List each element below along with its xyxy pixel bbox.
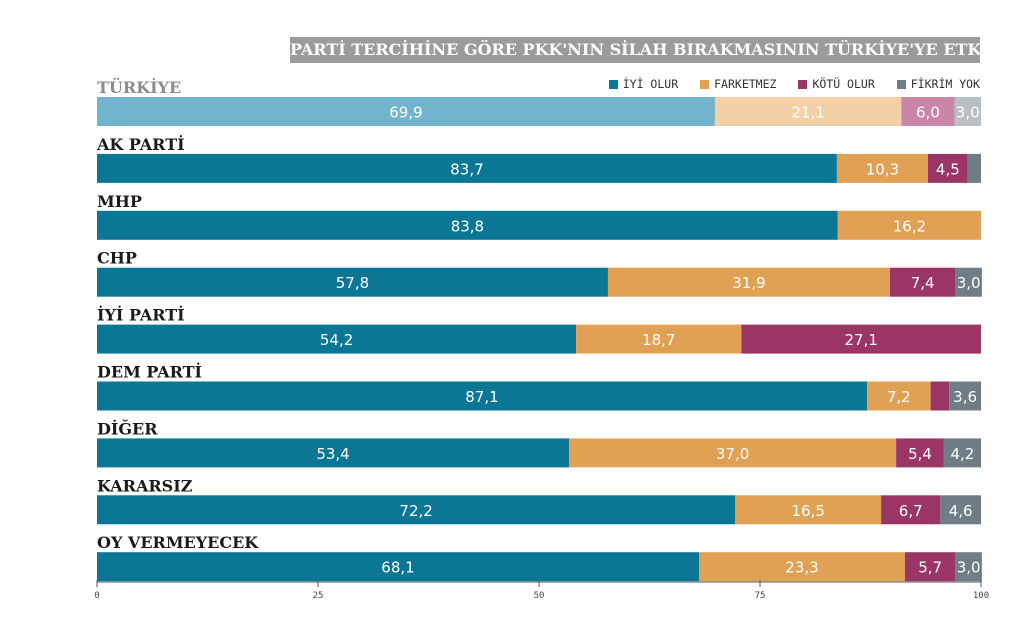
data-label: 6,7 xyxy=(899,502,923,520)
data-label: 7,2 xyxy=(887,388,911,406)
bar-segment xyxy=(714,97,902,126)
bar-segment xyxy=(943,438,981,468)
category-label: DEM PARTİ xyxy=(97,362,202,382)
data-label: 16,5 xyxy=(791,502,824,520)
data-label: 53,4 xyxy=(316,445,349,463)
data-label: 10,3 xyxy=(866,160,899,178)
data-label: 4,5 xyxy=(936,160,960,178)
legend-label-farketmez: FARKETMEZ xyxy=(714,77,777,91)
legend-swatch-iyi-olur xyxy=(608,79,618,89)
x-tick-label: 0 xyxy=(94,591,99,601)
bar-segment xyxy=(97,210,838,240)
bar-segment xyxy=(866,381,931,411)
data-label: 3,0 xyxy=(957,274,981,292)
data-label: 37,0 xyxy=(716,445,749,463)
bar-segment xyxy=(837,210,981,240)
data-label: 72,2 xyxy=(399,502,432,520)
bar-segment xyxy=(699,552,905,582)
bar-segment xyxy=(97,153,837,183)
bar-segment xyxy=(735,495,882,525)
category-label: AK PARTİ xyxy=(96,134,185,154)
legend-item-iyi-olur: İYİ OLUR xyxy=(608,77,679,91)
bar-segment xyxy=(940,495,981,525)
data-label: 16,2 xyxy=(893,217,926,235)
x-tick-label: 100 xyxy=(973,591,989,601)
data-label: 83,8 xyxy=(451,217,484,235)
data-label: 4,2 xyxy=(951,445,975,463)
data-label: 54,2 xyxy=(320,331,353,349)
bar-segment xyxy=(949,381,981,411)
bar-segment xyxy=(881,495,941,525)
data-label: 23,3 xyxy=(785,559,818,577)
data-label: 83,7 xyxy=(450,160,483,178)
data-label: 57,8 xyxy=(336,274,369,292)
legend-swatch-kotu-olur xyxy=(798,79,808,89)
bar-segment xyxy=(896,438,944,468)
category-label: DİĞER xyxy=(97,418,158,438)
data-label: 27,1 xyxy=(845,331,878,349)
data-label: 3,0 xyxy=(956,104,980,122)
bar-segment xyxy=(741,324,981,354)
legend-label-iyi-olur: İYİ OLUR xyxy=(622,77,679,91)
bar-segment xyxy=(967,153,981,183)
bar-segment xyxy=(955,267,982,297)
category-label: OY VERMEYECEK xyxy=(97,533,259,552)
legend-label-kotu-olur: KÖTÜ OLUR xyxy=(812,77,875,91)
legend-item-farketmez: FARKETMEZ xyxy=(700,77,776,91)
category-label: KARARSIZ xyxy=(97,476,193,495)
bar-segment xyxy=(927,153,968,183)
data-label: 3,6 xyxy=(953,388,977,406)
category-label: CHP xyxy=(97,249,137,268)
legend-item-kotu-olur: KÖTÜ OLUR xyxy=(798,77,875,91)
x-tick-label: 75 xyxy=(755,591,766,601)
bar-segment xyxy=(97,381,867,411)
bar-segment xyxy=(901,97,955,126)
category-label: TÜRKİYE xyxy=(97,77,181,97)
data-label: 3,0 xyxy=(957,559,981,577)
category-label: İYİ PARTİ xyxy=(97,305,185,325)
category-label: MHP xyxy=(97,192,142,211)
legend-item-fikrim-yok: FİKRİM YOK xyxy=(896,77,980,91)
bar-segment xyxy=(97,97,715,126)
data-label: 6,0 xyxy=(916,104,940,122)
legend-swatch-fikrim-yok xyxy=(896,79,906,89)
bar-segment xyxy=(836,153,928,183)
bar-segment xyxy=(569,438,897,468)
data-label: 87,1 xyxy=(465,388,498,406)
bar-segment xyxy=(904,552,956,582)
x-tick-label: 25 xyxy=(313,591,324,601)
bar-segment xyxy=(954,97,981,126)
legend-label-fikrim-yok: FİKRİM YOK xyxy=(910,77,980,91)
bar-segment xyxy=(97,324,577,354)
bar-segment xyxy=(97,267,608,297)
data-label: 18,7 xyxy=(642,331,675,349)
bar-segment xyxy=(889,267,956,297)
bar-segment xyxy=(930,381,950,411)
data-label: 21,1 xyxy=(791,104,824,122)
bar-segment xyxy=(955,552,982,582)
bar-segment xyxy=(576,324,742,354)
data-label: 31,9 xyxy=(732,274,765,292)
bar-segment xyxy=(607,267,890,297)
data-label: 7,4 xyxy=(911,274,935,292)
legend: İYİ OLUR FARKETMEZ KÖTÜ OLUR FİKRİM YOK xyxy=(608,76,980,92)
data-label: 5,4 xyxy=(908,445,932,463)
bar-segment xyxy=(97,552,700,582)
x-tick-label: 50 xyxy=(534,591,545,601)
data-label: 5,7 xyxy=(918,559,942,577)
data-label: 68,1 xyxy=(381,559,414,577)
chart-title: PARTİ TERCİHİNE GÖRE PKK'NIN SİLAH BIRAK… xyxy=(290,37,980,63)
bar-segment xyxy=(97,495,736,525)
data-label: 4,6 xyxy=(949,502,973,520)
legend-swatch-farketmez xyxy=(700,79,710,89)
bar-segment xyxy=(97,438,570,468)
data-label: 69,9 xyxy=(389,104,422,122)
